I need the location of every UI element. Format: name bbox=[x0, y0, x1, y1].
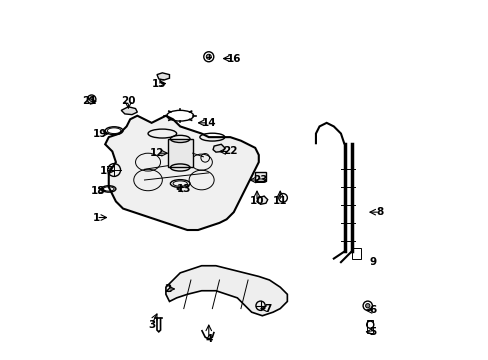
Text: 14: 14 bbox=[201, 118, 216, 128]
Text: 18: 18 bbox=[91, 186, 105, 196]
Text: 4: 4 bbox=[204, 334, 212, 344]
Text: 5: 5 bbox=[369, 327, 376, 337]
Circle shape bbox=[365, 303, 369, 308]
Text: 10: 10 bbox=[249, 197, 264, 206]
Text: 22: 22 bbox=[223, 147, 237, 157]
Polygon shape bbox=[165, 266, 287, 316]
Text: 23: 23 bbox=[253, 175, 267, 185]
Text: 11: 11 bbox=[272, 197, 287, 206]
Text: 13: 13 bbox=[176, 184, 191, 194]
Text: 9: 9 bbox=[369, 257, 376, 267]
Text: 15: 15 bbox=[151, 78, 166, 89]
Text: 12: 12 bbox=[149, 148, 164, 158]
Polygon shape bbox=[213, 144, 224, 152]
Text: 2: 2 bbox=[164, 284, 171, 294]
Text: 20: 20 bbox=[121, 96, 135, 107]
Text: 1: 1 bbox=[92, 212, 100, 222]
FancyBboxPatch shape bbox=[167, 139, 192, 167]
Text: 17: 17 bbox=[100, 166, 114, 176]
Circle shape bbox=[89, 97, 94, 102]
Text: 16: 16 bbox=[226, 54, 241, 64]
Polygon shape bbox=[157, 73, 169, 80]
Circle shape bbox=[206, 54, 211, 59]
FancyBboxPatch shape bbox=[255, 172, 265, 181]
Text: 19: 19 bbox=[92, 129, 107, 139]
Polygon shape bbox=[121, 107, 137, 114]
Polygon shape bbox=[257, 196, 267, 204]
Text: 6: 6 bbox=[369, 305, 376, 315]
Text: 8: 8 bbox=[376, 207, 383, 217]
Text: 3: 3 bbox=[148, 320, 155, 330]
Polygon shape bbox=[105, 116, 258, 230]
Text: 21: 21 bbox=[81, 96, 96, 107]
Text: 7: 7 bbox=[264, 303, 271, 314]
